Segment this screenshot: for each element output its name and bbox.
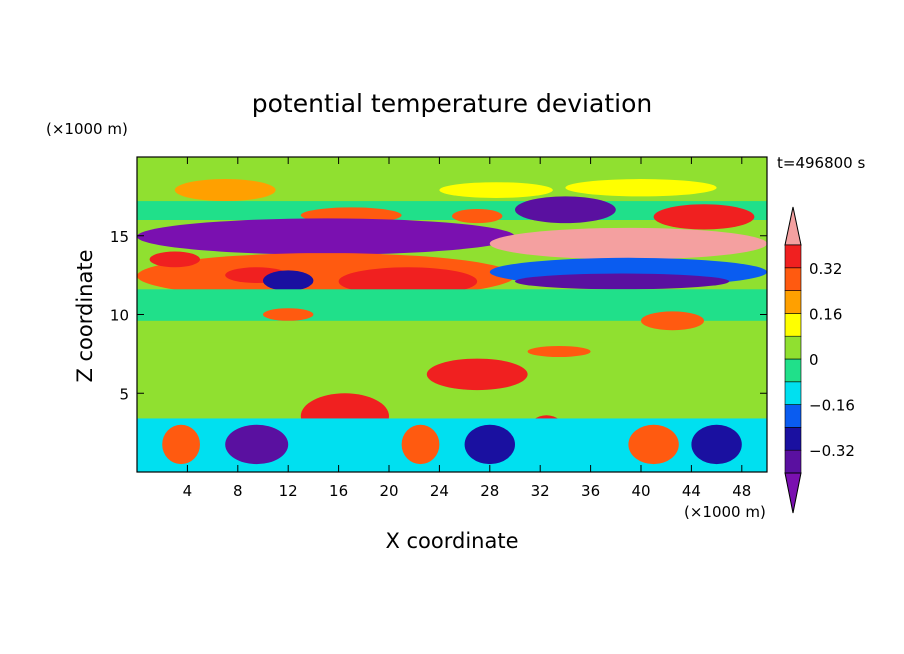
field-blob	[162, 424, 201, 465]
x-tick-label: 16	[329, 482, 348, 500]
x-tick-label: 4	[183, 482, 193, 500]
field-band	[137, 401, 767, 419]
colorbar-label: 0.32	[809, 260, 842, 278]
x-tick-label: 32	[531, 482, 550, 500]
colorbar-segment	[784, 244, 802, 269]
colorbar-label: 0.16	[809, 305, 842, 323]
x-tick-label: 24	[430, 482, 449, 500]
colorbar-segment	[784, 449, 802, 474]
field-blob	[653, 204, 755, 230]
colorbar-arrow-bottom	[784, 472, 802, 514]
colorbar-label: −0.16	[809, 397, 855, 415]
field-blob	[515, 196, 616, 224]
field-blob	[489, 227, 767, 260]
colorbar-segment	[784, 427, 802, 451]
x-axis-ticks: 4 8 12 16 20 24 28 32 36 40 44 48	[183, 157, 751, 500]
colorbar-segment	[784, 313, 802, 337]
field-layer	[137, 157, 767, 472]
field-blob	[628, 424, 679, 465]
x-tick-label: 36	[581, 482, 600, 500]
field-blob	[464, 424, 515, 465]
colorbar-segment	[784, 404, 802, 428]
field-blob	[641, 311, 704, 331]
field-blob	[263, 270, 314, 291]
x-tick-label: 12	[279, 482, 298, 500]
field-blob	[439, 182, 553, 198]
colorbar-segment	[784, 335, 802, 360]
field-blob	[263, 308, 314, 321]
field-blob	[691, 424, 742, 465]
x-tick-label: 48	[732, 482, 751, 500]
y-axis-ticks: 5 10 15	[110, 228, 767, 403]
y-unit-label: (×1000 m)	[46, 120, 128, 138]
field-blob	[401, 424, 440, 465]
time-label: t=496800 s	[777, 154, 865, 172]
colorbar-label: −0.32	[809, 442, 855, 460]
x-tick-label: 44	[682, 482, 701, 500]
x-axis-label: X coordinate	[385, 529, 518, 553]
field-blob	[225, 424, 289, 465]
y-axis-label: Z coordinate	[73, 249, 97, 382]
y-tick-label: 15	[110, 228, 129, 246]
x-tick-label: 40	[631, 482, 650, 500]
x-tick-label: 8	[233, 482, 243, 500]
colorbar: 0.32 0.16 0 −0.16 −0.32	[784, 206, 855, 514]
y-tick-label: 5	[119, 385, 129, 403]
field-blob	[149, 251, 200, 268]
y-tick-label: 10	[110, 307, 129, 325]
field-blob	[137, 218, 515, 255]
colorbar-segment	[784, 290, 802, 314]
field-blob	[565, 179, 717, 197]
field-blob	[174, 179, 276, 202]
colorbar-arrow-top	[784, 206, 802, 246]
field-blob	[452, 208, 503, 224]
x-tick-label: 28	[480, 482, 499, 500]
x-unit-label: (×1000 m)	[684, 503, 766, 521]
field-blob	[338, 267, 478, 296]
field-blob	[527, 346, 591, 358]
field-blob	[426, 358, 528, 391]
colorbar-label: 0	[809, 351, 819, 369]
field-blob	[515, 273, 730, 290]
field-band	[137, 320, 767, 343]
colorbar-segment	[784, 358, 802, 383]
colorbar-segment	[784, 381, 802, 405]
x-tick-label: 20	[379, 482, 398, 500]
colorbar-segment	[784, 267, 802, 291]
chart-title: potential temperature deviation	[252, 89, 652, 118]
